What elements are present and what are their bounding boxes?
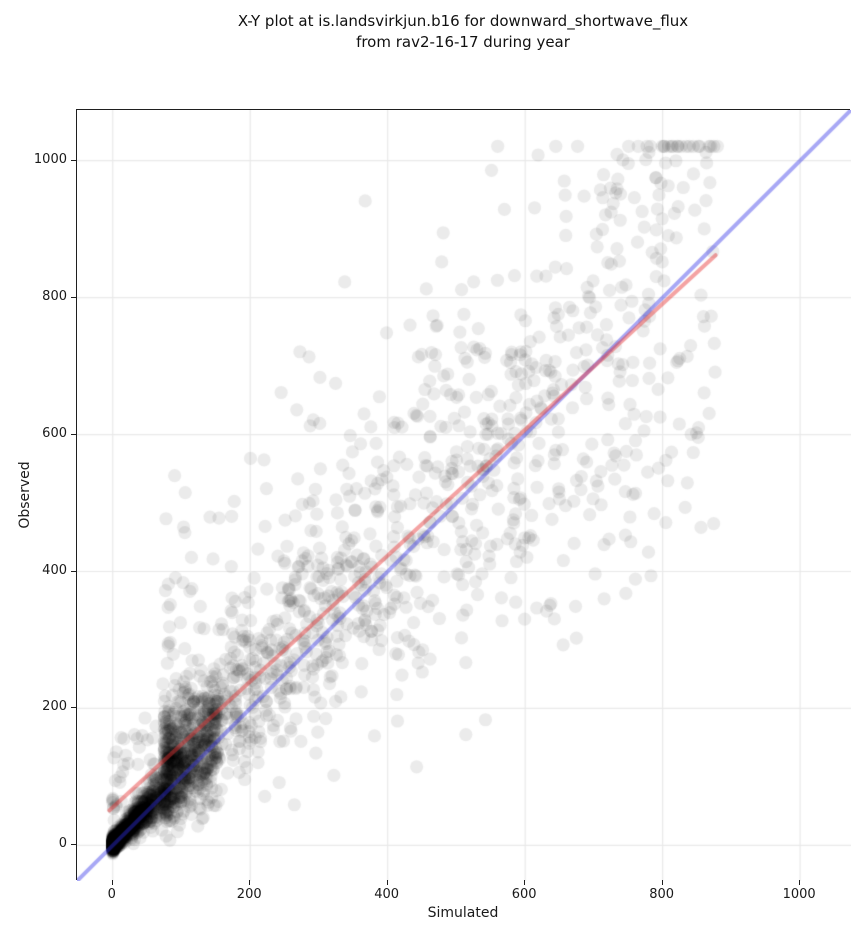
x-axis-label: Simulated: [427, 905, 499, 921]
x-tick-mark: [799, 880, 801, 885]
scatter-plot-canvas: [77, 110, 851, 881]
y-tick-mark: [71, 844, 76, 846]
x-tick-label: 200: [236, 887, 262, 902]
x-tick-label: 0: [107, 887, 116, 902]
x-tick-mark: [524, 880, 526, 885]
y-tick-mark: [71, 433, 76, 435]
y-tick-mark: [71, 296, 76, 298]
x-tick-label: 1000: [782, 887, 816, 902]
chart-title: X-Y plot at is.landsvirkjun.b16 for down…: [76, 11, 850, 53]
y-tick-label: 1000: [33, 151, 67, 167]
x-tick-label: 600: [511, 887, 537, 902]
x-tick-mark: [661, 880, 663, 885]
y-tick-mark: [71, 159, 76, 161]
x-tick-mark: [386, 880, 388, 885]
y-tick-label: 800: [42, 288, 67, 304]
chart-title-line2: from rav2-16-17 during year: [356, 33, 570, 51]
y-tick-label: 400: [42, 562, 67, 578]
x-tick-mark: [111, 880, 113, 885]
chart-title-line1: X-Y plot at is.landsvirkjun.b16 for down…: [237, 12, 689, 30]
x-tick-label: 800: [649, 887, 675, 902]
plot-area: [76, 109, 851, 881]
y-tick-label: 200: [42, 699, 67, 715]
y-tick-mark: [71, 707, 76, 709]
x-tick-label: 400: [374, 887, 400, 902]
y-axis-label: Observed: [17, 461, 33, 529]
x-tick-mark: [249, 880, 251, 885]
y-tick-label: 600: [42, 425, 67, 441]
y-tick-label: 0: [58, 836, 67, 852]
y-tick-mark: [71, 570, 76, 572]
